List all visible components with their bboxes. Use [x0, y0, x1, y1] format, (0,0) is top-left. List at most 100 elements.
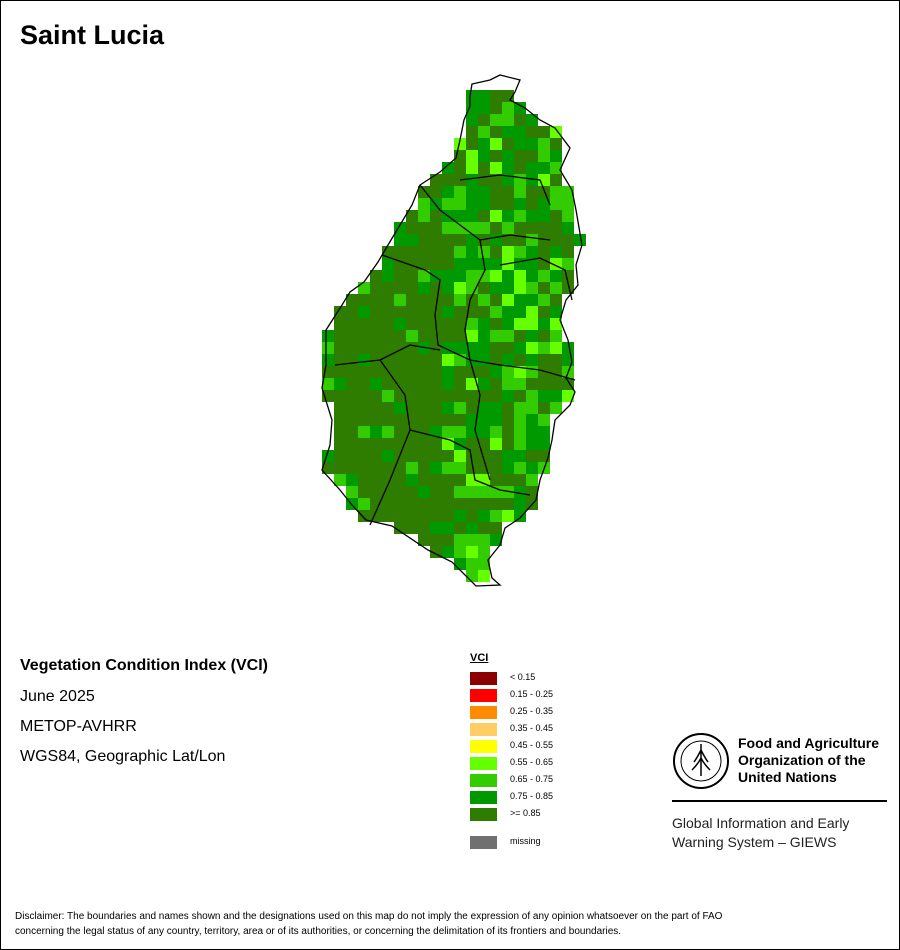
vci-pixel [526, 138, 538, 150]
vci-pixel [550, 402, 562, 414]
vci-pixel [418, 222, 430, 234]
vci-pixel [562, 234, 574, 246]
org-line-1: Food and Agriculture [738, 735, 880, 751]
vci-pixel [478, 90, 490, 102]
vci-pixel [394, 474, 406, 486]
vci-pixel [502, 162, 514, 174]
vci-pixel [466, 534, 478, 546]
vci-pixel [502, 234, 514, 246]
vci-pixel [490, 174, 502, 186]
vci-pixel [382, 402, 394, 414]
vci-pixel [406, 366, 418, 378]
vci-pixel [346, 330, 358, 342]
vci-pixel [538, 282, 550, 294]
vci-pixel [526, 390, 538, 402]
district-boundary [459, 174, 551, 206]
vci-pixel [562, 210, 574, 222]
vci-pixel [562, 282, 574, 294]
vci-pixel [478, 438, 490, 450]
vci-pixel [334, 390, 346, 402]
vci-pixel [346, 306, 358, 318]
vci-pixel [442, 498, 454, 510]
vci-pixel [466, 390, 478, 402]
vci-pixel [526, 126, 538, 138]
vci-pixel [538, 150, 550, 162]
vci-pixel [406, 318, 418, 330]
vci-pixel [430, 498, 442, 510]
vci-pixel [394, 414, 406, 426]
vci-pixel [538, 306, 550, 318]
vci-pixel [466, 402, 478, 414]
vci-pixel [394, 318, 406, 330]
vci-pixel [358, 498, 370, 510]
vci-pixel [418, 366, 430, 378]
vci-pixel [418, 390, 430, 402]
giews-line-1: Global Information and Early [672, 815, 850, 831]
vci-pixel [550, 174, 562, 186]
vci-pixel [406, 450, 418, 462]
vci-pixel [490, 294, 502, 306]
vci-pixel [502, 282, 514, 294]
vci-pixel [514, 366, 526, 378]
vci-pixel [550, 354, 562, 366]
legend-item-missing: missing [470, 834, 620, 851]
vci-pixel [406, 282, 418, 294]
vci-pixel [442, 198, 454, 210]
vci-pixel [466, 486, 478, 498]
vci-pixel [358, 474, 370, 486]
vci-pixel [454, 486, 466, 498]
vci-pixel [442, 234, 454, 246]
vci-pixel [562, 198, 574, 210]
vci-pixel [562, 222, 574, 234]
vci-pixel [502, 126, 514, 138]
vci-pixel [526, 186, 538, 198]
vci-pixel [430, 330, 442, 342]
vci-pixel [442, 378, 454, 390]
vci-pixel [382, 294, 394, 306]
vci-pixel [478, 126, 490, 138]
vci-pixel [526, 426, 538, 438]
vci-pixel [466, 570, 478, 582]
vci-pixel [334, 462, 346, 474]
vci-pixel [346, 450, 358, 462]
vci-pixel [490, 234, 502, 246]
district-boundary [409, 429, 531, 496]
vci-pixel [358, 462, 370, 474]
vci-pixel [514, 330, 526, 342]
vci-pixel [358, 378, 370, 390]
index-name: Vegetation Condition Index (VCI) [20, 657, 268, 674]
vci-pixel [466, 378, 478, 390]
vci-pixel [430, 282, 442, 294]
vci-pixel [478, 342, 490, 354]
vci-pixel [538, 378, 550, 390]
vci-pixel [370, 342, 382, 354]
vci-pixel [502, 426, 514, 438]
district-boundary [499, 257, 573, 301]
vci-pixel [454, 462, 466, 474]
vci-pixel [430, 174, 442, 186]
vci-pixel [430, 510, 442, 522]
vci-pixel [382, 450, 394, 462]
vci-pixel [550, 282, 562, 294]
vci-pixel [430, 378, 442, 390]
vci-pixel [514, 426, 526, 438]
vci-pixel [454, 366, 466, 378]
vci-pixel [490, 282, 502, 294]
vci-pixel [346, 366, 358, 378]
map-title: Saint Lucia [20, 20, 165, 50]
vci-pixel [514, 150, 526, 162]
vci-pixel [418, 186, 430, 198]
vci-pixel [454, 450, 466, 462]
vci-pixel [478, 330, 490, 342]
vci-pixel [478, 174, 490, 186]
vci-pixel [526, 414, 538, 426]
vci-pixel [430, 414, 442, 426]
period-label: June 2025 [20, 688, 95, 705]
vci-pixel [382, 306, 394, 318]
vci-pixel [382, 330, 394, 342]
vci-pixel [478, 354, 490, 366]
vci-pixel [526, 294, 538, 306]
vci-pixel [418, 354, 430, 366]
vci-pixel [526, 342, 538, 354]
vci-pixel [418, 414, 430, 426]
